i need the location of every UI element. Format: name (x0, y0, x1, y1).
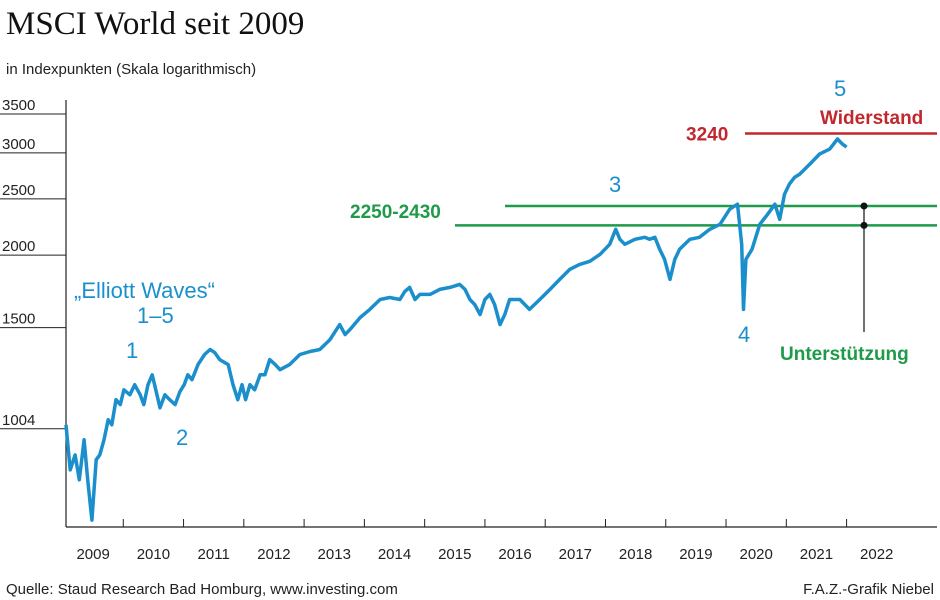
y-tick-label: 1004 (2, 412, 35, 429)
x-tick-label: 2009 (76, 546, 109, 563)
wave-label: 4 (738, 322, 750, 347)
resistance-value: 3240 (686, 124, 728, 145)
x-tick-label: 2016 (498, 546, 531, 563)
support-dot (860, 221, 868, 229)
chart-title: MSCI World seit 2009 (6, 6, 304, 42)
support-dot (860, 202, 868, 210)
wave-label: „Elliott Waves“ (74, 278, 215, 303)
wave-label: 1–5 (137, 303, 174, 328)
x-tick-label: 2011 (198, 546, 230, 563)
x-tick-label: 2012 (257, 546, 290, 563)
x-tick-label: 2017 (559, 546, 592, 563)
chart-subtitle: in Indexpunkten (Skala logarithmisch) (6, 61, 256, 78)
x-tick-label: 2013 (318, 546, 351, 563)
y-tick-label: 3500 (2, 97, 35, 114)
x-tick-label: 2010 (137, 546, 170, 563)
index-line (64, 137, 848, 522)
wave-label: 1 (126, 338, 138, 363)
wave-label: 2 (176, 425, 188, 450)
x-tick-label: 2015 (438, 546, 471, 563)
support-label: Unterstützung (780, 344, 909, 365)
y-tick-label: 2000 (2, 238, 35, 255)
x-tick-label: 2020 (739, 546, 772, 563)
x-tick-label: 2019 (679, 546, 712, 563)
source: Quelle: Staud Research Bad Homburg, www.… (6, 581, 398, 598)
x-tick-label: 2018 (619, 546, 652, 563)
y-tick-label: 2500 (2, 182, 35, 199)
x-tick-label: 2021 (800, 546, 833, 563)
wave-label: 5 (834, 76, 846, 101)
credit: F.A.Z.-Grafik Niebel (803, 581, 934, 598)
y-tick-label: 3000 (2, 136, 35, 153)
y-tick-label: 1500 (2, 311, 35, 328)
x-tick-label: 2022 (860, 546, 893, 563)
resistance-label: Widerstand (820, 108, 923, 129)
x-tick-label: 2014 (378, 546, 411, 563)
support-range-label: 2250-2430 (350, 202, 441, 223)
wave-label: 3 (609, 172, 621, 197)
